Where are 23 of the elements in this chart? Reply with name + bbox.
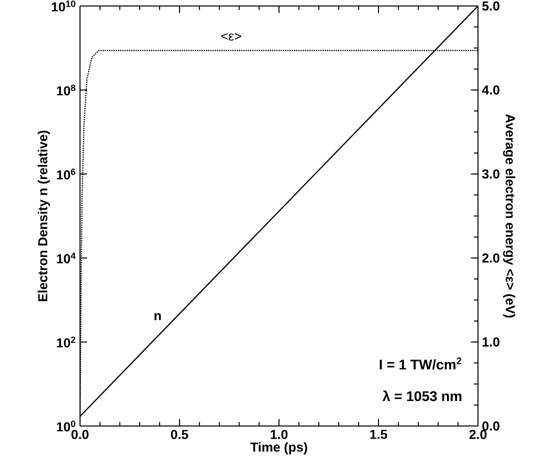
y2-tick-label: 3.0 — [482, 169, 500, 179]
y2-tick-label: 1.0 — [482, 337, 500, 347]
x-tick-label: 1.0 — [270, 430, 288, 440]
y-tick-label: 10$^{2}$ — [56, 336, 76, 348]
series-label: n — [154, 313, 161, 320]
y-axis-title: Electron Density n (relative) — [38, 130, 50, 302]
x-tick-label: 1.5 — [370, 430, 388, 439]
y-tick-label: 10$^{8}$ — [56, 84, 76, 96]
y2-tick-label: 0.0 — [482, 421, 500, 431]
x-tick-label: 2.0 — [469, 430, 487, 440]
series-label: <ε> — [221, 32, 242, 41]
y2-axis-title: Average electron energy <ε> (eV) — [503, 114, 516, 318]
y2-tick-label: 5.0 — [482, 1, 500, 11]
x-tick-label: 0.5 — [170, 430, 188, 440]
x-tick-label: 0.0 — [71, 430, 89, 440]
y-tick-label: 10$^{10}$ — [52, 0, 76, 12]
y2-tick-label: 2.0 — [482, 253, 500, 263]
y-tick-label: 10$^{4}$ — [56, 252, 76, 264]
x-axis-title: Time (ps) — [250, 442, 308, 454]
annotation: I = 1 TW/cm$^{2}$ — [380, 357, 462, 370]
y-tick-label: 10$^{6}$ — [56, 168, 76, 180]
annotation: λ = 1053 nm — [382, 390, 462, 402]
y2-tick-label: 4.0 — [482, 85, 500, 95]
